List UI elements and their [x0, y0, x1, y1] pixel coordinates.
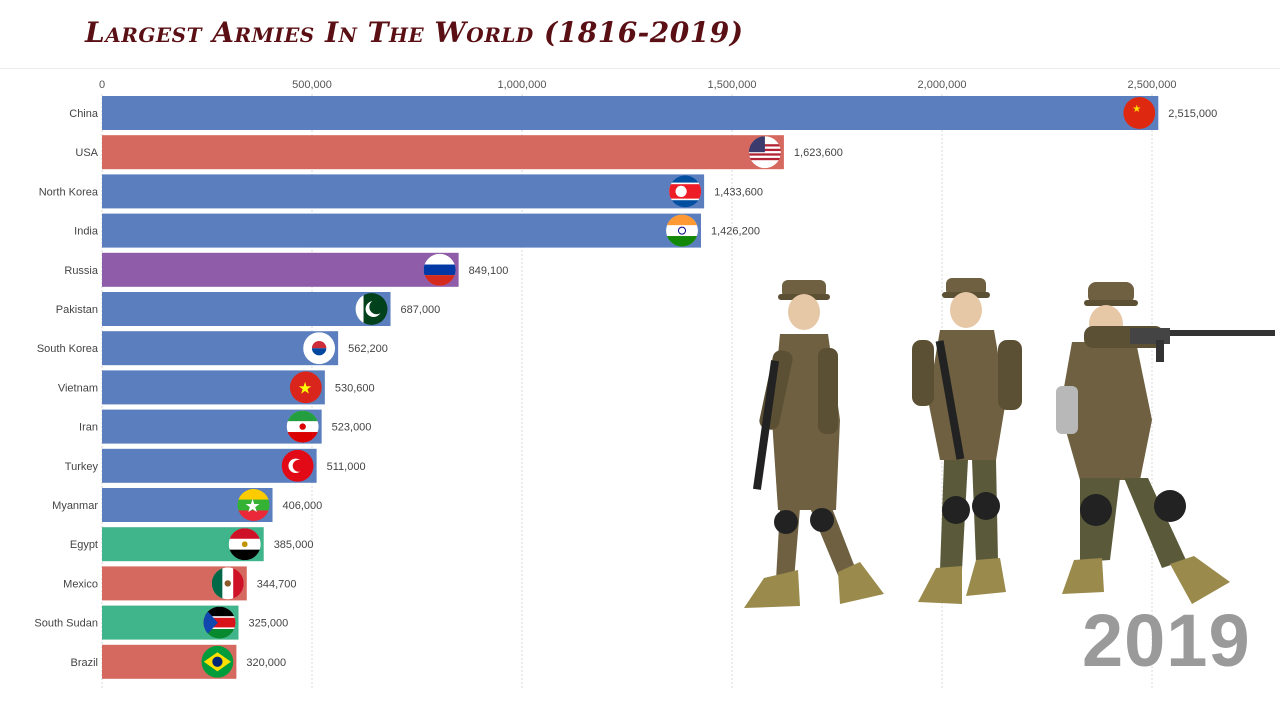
category-label: South Korea [37, 343, 99, 355]
category-label: Vietnam [58, 382, 98, 394]
bar [102, 135, 784, 170]
bar-row: Egypt 385,000 [70, 527, 314, 562]
bar-row: Myanmar ★ 406,000 [52, 488, 322, 522]
svg-text:★: ★ [298, 380, 312, 397]
brazil-flag-icon [201, 645, 234, 678]
x-tick-label: 1,000,000 [498, 79, 547, 91]
bar [102, 252, 459, 287]
bars: China ★ 2,515,000 USA 1,623,600 North Korea 1,… [34, 96, 1217, 679]
egypt-flag-icon [228, 528, 261, 561]
bar-chart: 0 500,000 1,000,000 1,500,000 2,000,000 2,500… [34, 79, 1217, 688]
value-label: 320,000 [246, 657, 286, 669]
bar-row: South Korea 562,200 [37, 331, 388, 366]
bar [102, 292, 391, 326]
bar [102, 409, 322, 444]
category-label: Brazil [70, 657, 98, 669]
india-flag-icon [666, 214, 699, 247]
value-label: 849,100 [469, 265, 509, 277]
value-label: 1,426,200 [711, 226, 760, 238]
vietnam-flag-icon: ★ [289, 371, 322, 404]
category-label: Russia [64, 265, 99, 277]
category-label: Myanmar [52, 500, 98, 512]
bar-row: Russia 849,100 [64, 252, 509, 287]
category-label: China [69, 108, 99, 120]
russia-flag-icon [423, 253, 456, 286]
category-label: India [74, 226, 99, 238]
bar [102, 174, 705, 209]
bar-row: Turkey 511,000 [65, 448, 366, 483]
iran-flag-icon [286, 410, 319, 443]
bar-row: Brazil 320,000 [70, 644, 286, 679]
value-label: 523,000 [332, 422, 372, 434]
bar [102, 448, 317, 483]
turkey-flag-icon [281, 449, 314, 482]
value-label: 325,000 [249, 618, 289, 630]
south-sudan-flag-icon [203, 606, 236, 639]
value-label: 2,515,000 [1168, 108, 1217, 120]
category-label: North Korea [39, 186, 99, 198]
value-label: 687,000 [401, 304, 441, 316]
soldier-standing-icon [912, 278, 1022, 604]
bar [102, 213, 702, 248]
pakistan-flag-icon [355, 293, 388, 325]
china-flag-icon: ★ [1123, 97, 1156, 129]
bar [102, 96, 1159, 130]
value-label: 344,700 [257, 578, 297, 590]
title-bar: Largest Armies In The World (1816-2019) [0, 0, 1280, 69]
north-korea-flag-icon [669, 175, 702, 208]
bar-row: India 1,426,200 [74, 213, 760, 248]
soldier-walking-icon [744, 280, 884, 608]
value-label: 1,623,600 [794, 147, 843, 159]
bar-row: Vietnam ★ 530,600 [58, 370, 375, 405]
value-label: 530,600 [335, 382, 375, 394]
bar [102, 331, 339, 366]
category-label: USA [75, 147, 98, 159]
value-label: 406,000 [283, 500, 323, 512]
value-label: 1,433,600 [714, 186, 763, 198]
bar [102, 370, 325, 405]
bar-row: USA 1,623,600 [75, 135, 843, 170]
category-label: Iran [79, 422, 98, 434]
x-tick-label: 2,500,000 [1128, 79, 1177, 91]
soldiers-illustration [744, 278, 1275, 608]
x-tick-label: 0 [99, 79, 105, 91]
bar-row: North Korea 1,433,600 [39, 174, 763, 209]
category-label: Mexico [63, 578, 98, 590]
bar-row: Iran 523,000 [79, 409, 372, 444]
usa-flag-icon [748, 136, 781, 169]
category-label: Egypt [70, 539, 98, 551]
value-label: 511,000 [327, 461, 366, 473]
myanmar-flag-icon: ★ [237, 489, 270, 521]
value-label: 562,200 [348, 343, 388, 355]
svg-text:★: ★ [1132, 104, 1141, 115]
x-tick-label: 500,000 [292, 79, 332, 91]
value-label: 385,000 [274, 539, 314, 551]
soldier-aiming-icon [1056, 282, 1275, 604]
south-korea-flag-icon [303, 332, 336, 365]
x-axis-ticks: 0 500,000 1,000,000 1,500,000 2,000,000 2,500… [99, 79, 1177, 91]
x-tick-label: 2,000,000 [918, 79, 967, 91]
year-label: 2019 [1082, 599, 1251, 682]
category-label: South Sudan [34, 618, 98, 630]
x-tick-label: 1,500,000 [708, 79, 757, 91]
svg-text:★: ★ [245, 496, 261, 516]
mexico-flag-icon [211, 567, 244, 600]
bar-row: China ★ 2,515,000 [69, 96, 1217, 130]
bar-row: South Sudan 325,000 [34, 605, 289, 640]
category-label: Turkey [65, 461, 99, 473]
category-label: Pakistan [56, 304, 98, 316]
bar-row: Mexico 344,700 [63, 566, 297, 601]
chart-title: Largest Armies In The World (1816-2019) [85, 16, 744, 49]
bar-row: Pakistan 687,000 [56, 292, 441, 326]
